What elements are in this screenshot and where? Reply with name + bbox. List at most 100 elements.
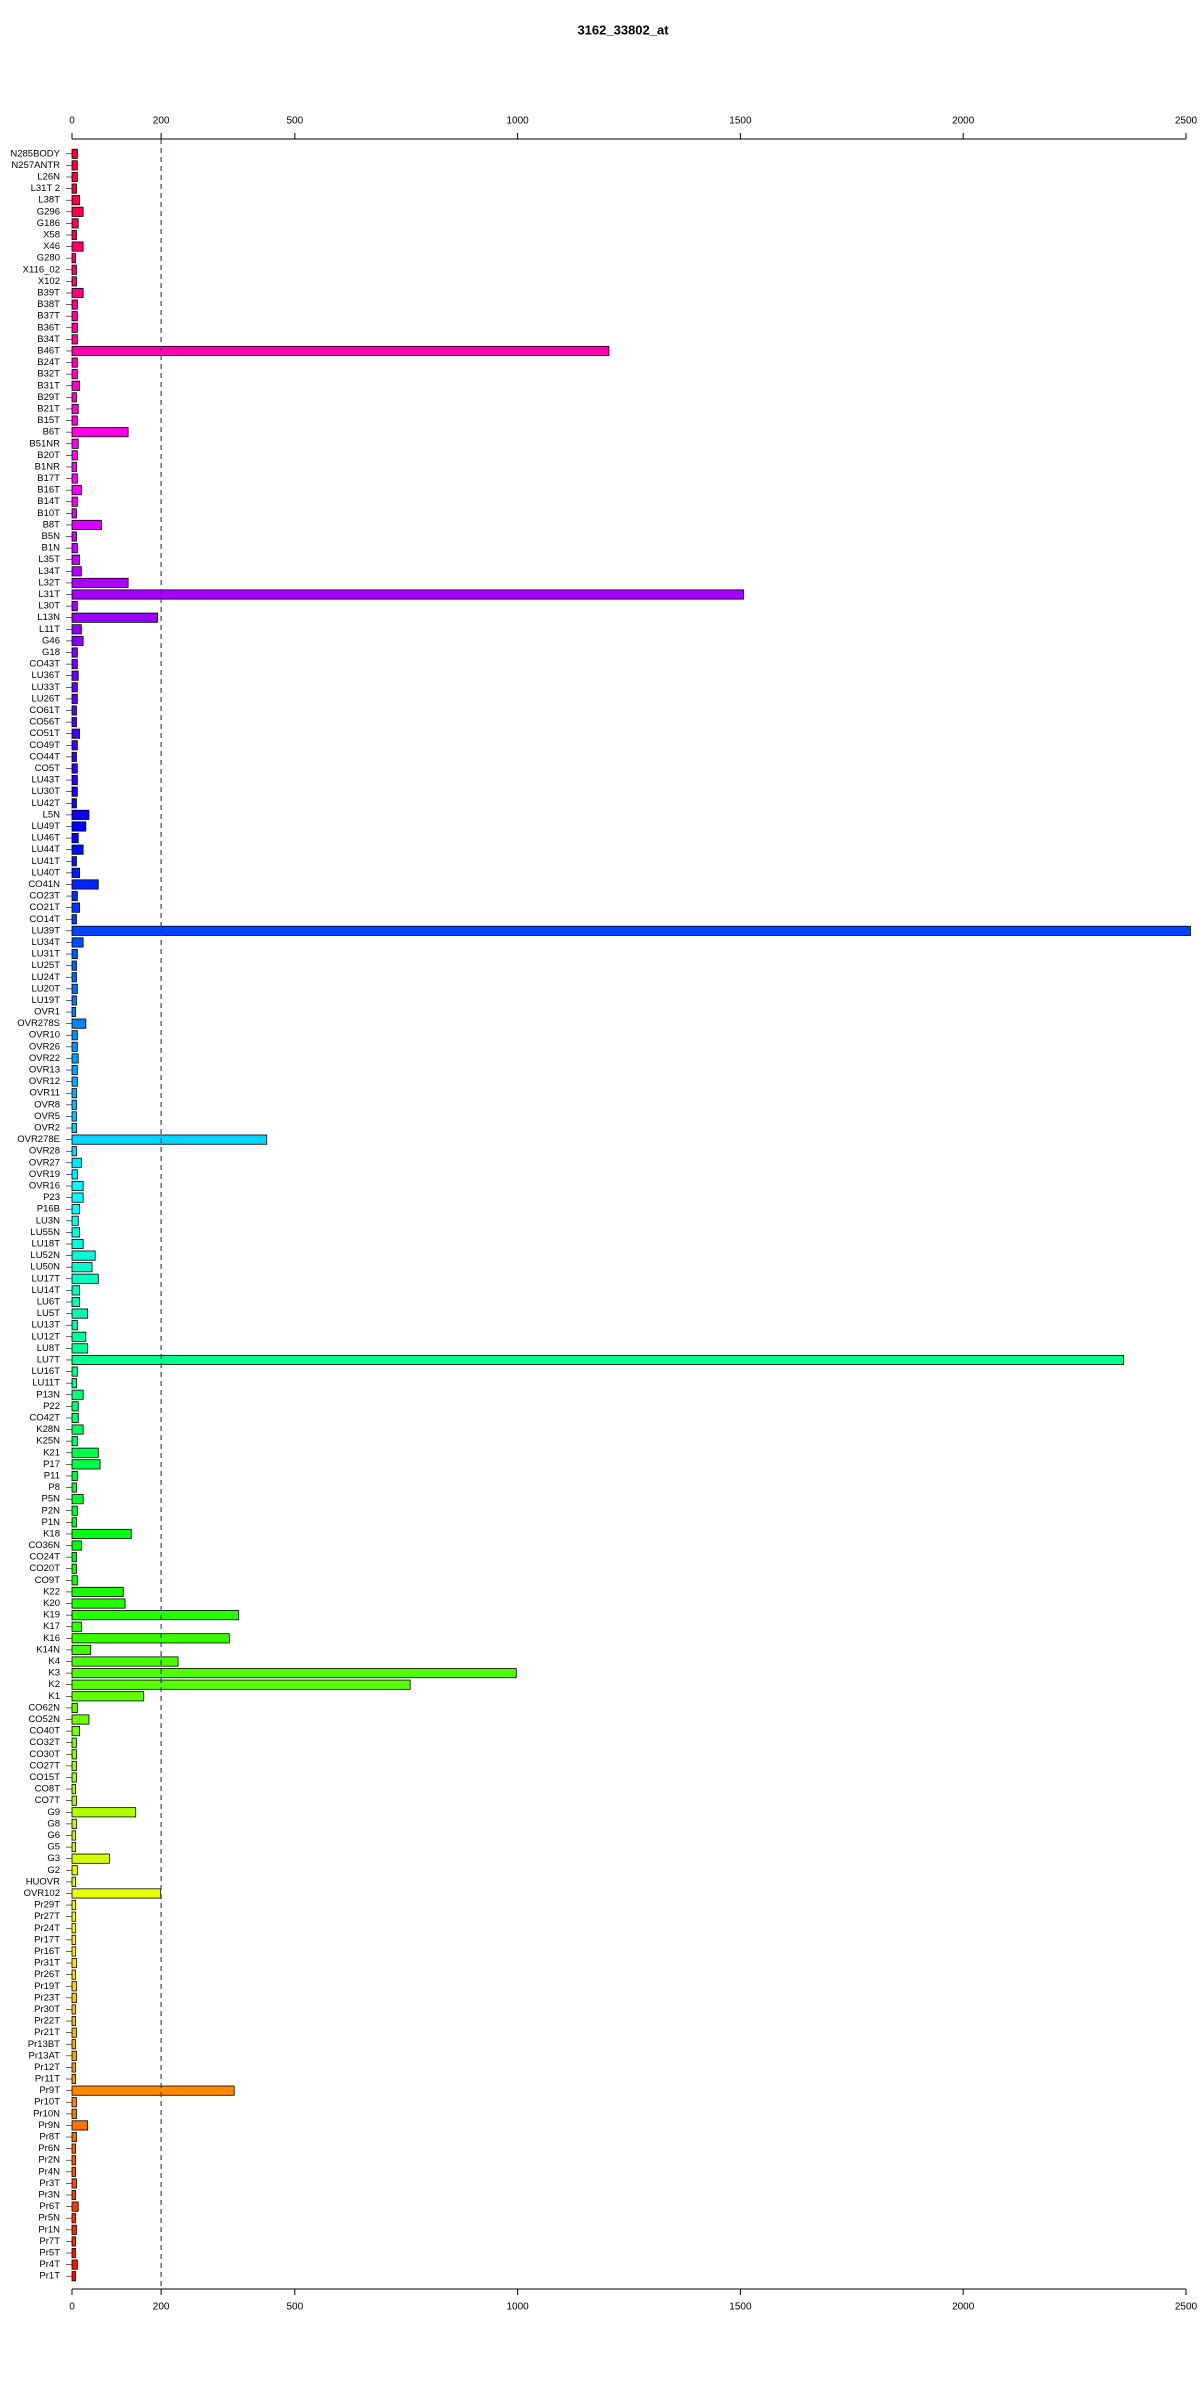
- y-tick-label: OVR1: [34, 1007, 60, 1018]
- bar: [71, 2062, 76, 2073]
- bar: [71, 1888, 162, 1899]
- bar: [71, 1726, 80, 1737]
- bar: [71, 833, 79, 844]
- y-tick-label: Pr3T: [39, 2178, 60, 2189]
- y-tick-label: B21T: [37, 403, 60, 414]
- y-tick-label: L38T: [38, 195, 60, 206]
- bar: [71, 1807, 137, 1818]
- bar: [71, 2131, 77, 2143]
- y-tick-label: Pr12T: [34, 2062, 60, 2073]
- y-tick-label: Pr24T: [34, 1923, 60, 1934]
- y-tick-label: LU20T: [31, 983, 60, 994]
- bar: [71, 983, 78, 994]
- chart-title: 3162_33802_at: [577, 22, 669, 37]
- y-tick-label: Pr8T: [39, 2132, 60, 2143]
- y-tick-label: L26N: [37, 172, 60, 183]
- bar: [71, 380, 80, 391]
- bar: [71, 786, 78, 797]
- bar: [71, 1378, 77, 1389]
- y-tick-label: LU25T: [31, 960, 60, 971]
- bar: [71, 1470, 78, 1481]
- y-tick-label: CO36N: [28, 1540, 60, 1551]
- y-tick-label: LU18T: [31, 1239, 60, 1250]
- bar: [71, 1447, 99, 1458]
- bar: [71, 1099, 77, 1110]
- y-tick-label: P11: [44, 1470, 60, 1481]
- y-tick-label: X102: [38, 276, 60, 287]
- y-tick-label: Pr30T: [34, 2004, 60, 2015]
- y-tick-label: B51NR: [29, 438, 60, 449]
- y-tick-label: G186: [37, 218, 60, 229]
- y-tick-label: B31T: [37, 380, 60, 391]
- bar: [71, 1076, 78, 1087]
- y-tick-label: B16T: [37, 485, 60, 496]
- bar: [71, 601, 78, 612]
- bar: [71, 1691, 145, 1702]
- y-tick-label: P16B: [37, 1204, 60, 1215]
- y-tick-label: Pr1T: [39, 2271, 60, 2282]
- bar: [71, 2073, 76, 2085]
- y-tick-label: B6T: [43, 427, 61, 438]
- y-tick-label: Pr10N: [33, 2108, 60, 2119]
- bar: [71, 2271, 76, 2282]
- bar: [71, 1157, 82, 1168]
- y-tick-label: LU44T: [31, 844, 60, 855]
- y-tick-label: B34T: [37, 334, 60, 345]
- bar: [71, 1795, 77, 1806]
- bar: [71, 1911, 76, 1922]
- y-tick-label: B24T: [37, 357, 60, 368]
- bar: [71, 450, 78, 461]
- bar: [71, 1969, 76, 1980]
- y-tick-label: Pr3N: [38, 2190, 60, 2201]
- x-tick-label-top: 200: [153, 116, 170, 127]
- y-tick-label: OVR19: [29, 1169, 60, 1180]
- bar: [71, 1598, 126, 1609]
- y-tick-label: Pr5N: [38, 2213, 60, 2224]
- y-tick-label: K21: [43, 1447, 60, 1458]
- bar: [71, 705, 77, 716]
- bar: [71, 2050, 77, 2061]
- bar: [71, 2247, 76, 2259]
- y-tick-label: L11T: [39, 624, 60, 635]
- y-tick-label: OVR11: [30, 1088, 60, 1099]
- bar: [71, 867, 80, 878]
- bar: [71, 2224, 77, 2235]
- y-tick-label: K25N: [36, 1436, 60, 1447]
- y-tick-label: K3: [48, 1668, 60, 1679]
- y-tick-label: LU30T: [31, 786, 60, 797]
- y-tick-label: K16: [43, 1633, 60, 1644]
- y-tick-label: Pr6N: [38, 2143, 60, 2154]
- y-tick-label: CO8T: [35, 1784, 61, 1795]
- y-tick-label: B17T: [37, 473, 60, 484]
- bar: [71, 902, 80, 913]
- x-tick-label-bottom: 1000: [506, 2302, 529, 2313]
- y-tick-label: LU41T: [31, 856, 60, 867]
- y-tick-label: CO21T: [29, 902, 60, 913]
- bar: [71, 925, 1191, 936]
- bar: [71, 1111, 77, 1122]
- bar: [71, 937, 84, 948]
- y-tick-label: CO61T: [29, 705, 60, 716]
- y-tick-label: B39T: [37, 287, 60, 298]
- y-tick-label: LU14T: [31, 1285, 60, 1296]
- bar: [71, 1992, 77, 2003]
- bar: [71, 566, 82, 577]
- bar: [71, 253, 76, 264]
- bar: [71, 914, 77, 925]
- y-tick-label: G46: [42, 635, 60, 646]
- bar: [71, 2097, 77, 2108]
- bar: [71, 1412, 79, 1424]
- bar: [71, 647, 78, 658]
- y-tick-label: LU36T: [31, 670, 60, 681]
- y-tick-label: Pr29T: [34, 1900, 60, 1911]
- y-tick-label: CO44T: [29, 751, 60, 762]
- y-tick-label: CO9T: [35, 1575, 61, 1586]
- x-tick-label-top: 500: [286, 116, 303, 127]
- bar: [71, 1354, 1125, 1366]
- bar: [71, 1934, 76, 1945]
- y-tick-label: B20T: [37, 450, 60, 461]
- y-tick-label: Pr13AT: [28, 2050, 60, 2061]
- y-tick-label: LU12T: [31, 1331, 60, 1342]
- y-tick-label: LU7T: [37, 1354, 60, 1365]
